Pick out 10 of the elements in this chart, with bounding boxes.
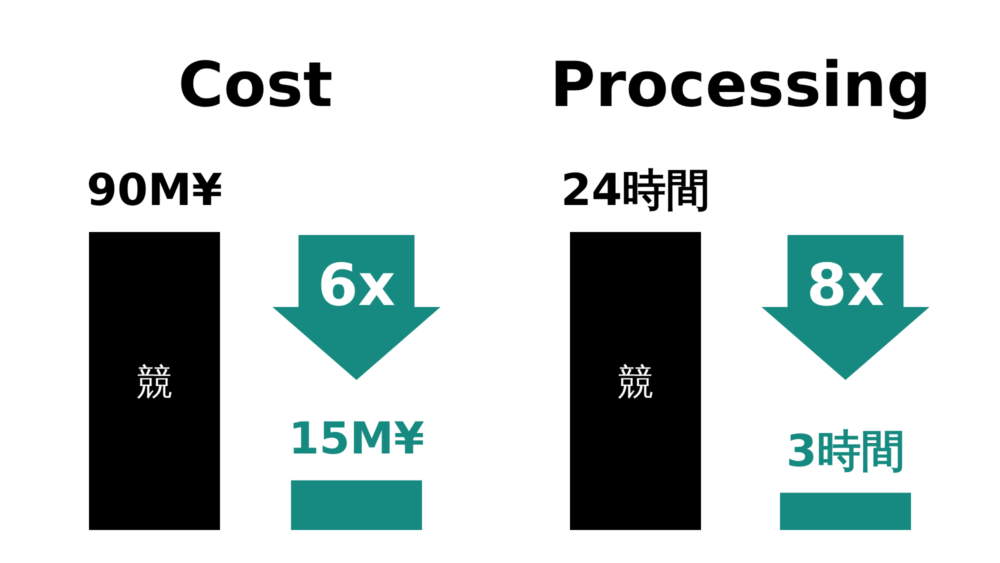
annotation: 6x: [318, 251, 396, 319]
x-tick-label: 競: [136, 362, 172, 403]
chart-title: Cost: [178, 48, 333, 121]
chart-title: Processing: [550, 48, 931, 121]
data-label: 90M¥: [86, 165, 223, 216]
data-label: 3時間: [786, 426, 905, 477]
data-label: 24時間: [560, 165, 710, 216]
annotation: 8x: [806, 251, 884, 319]
data-label: 15M¥: [288, 413, 425, 464]
x-tick-label: 競: [618, 362, 654, 403]
